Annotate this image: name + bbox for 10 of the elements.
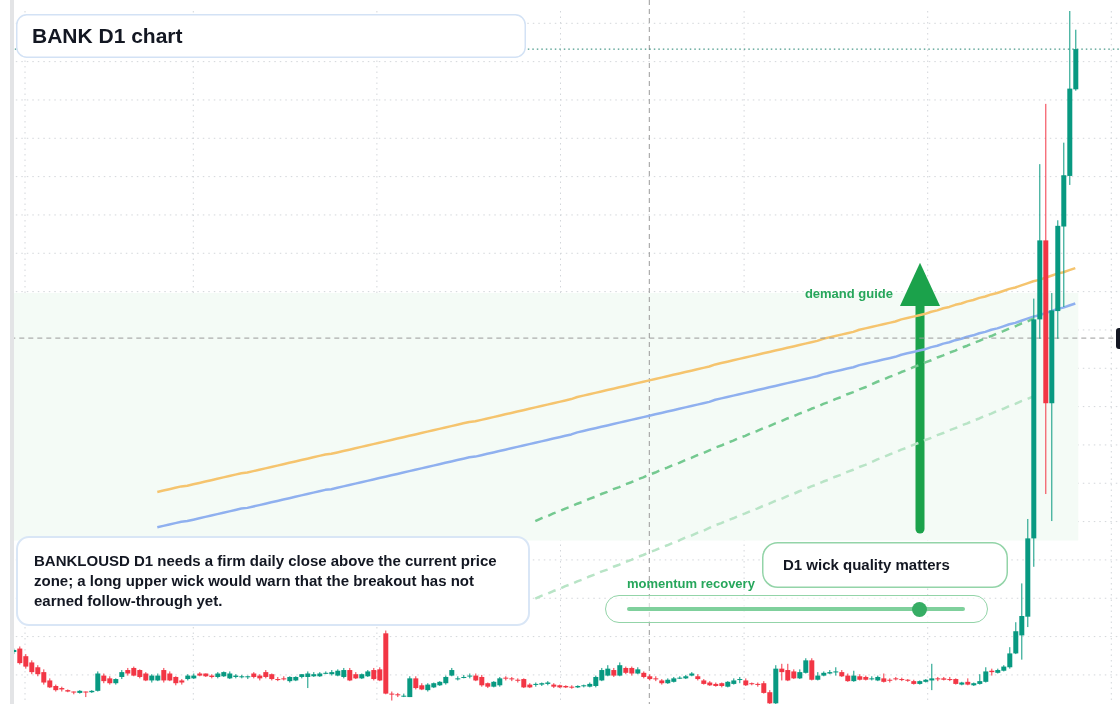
candlestick bbox=[1007, 646, 1013, 670]
candlestick bbox=[929, 663, 935, 691]
candlestick bbox=[833, 666, 839, 677]
candlestick bbox=[95, 670, 101, 693]
band-label: demand guide bbox=[804, 286, 893, 302]
annotation: D1 wick quality matters bbox=[783, 556, 950, 573]
annotation: momentum recovery bbox=[627, 576, 755, 591]
candlestick bbox=[569, 684, 575, 690]
annotation: BANKLOUSD D1 needs a firm daily close above the current price zone; a long upper wick would warn that the breakout has not earned follow-through yet. bbox=[34, 552, 497, 609]
text: BANK D1 chart bbox=[32, 24, 183, 47]
